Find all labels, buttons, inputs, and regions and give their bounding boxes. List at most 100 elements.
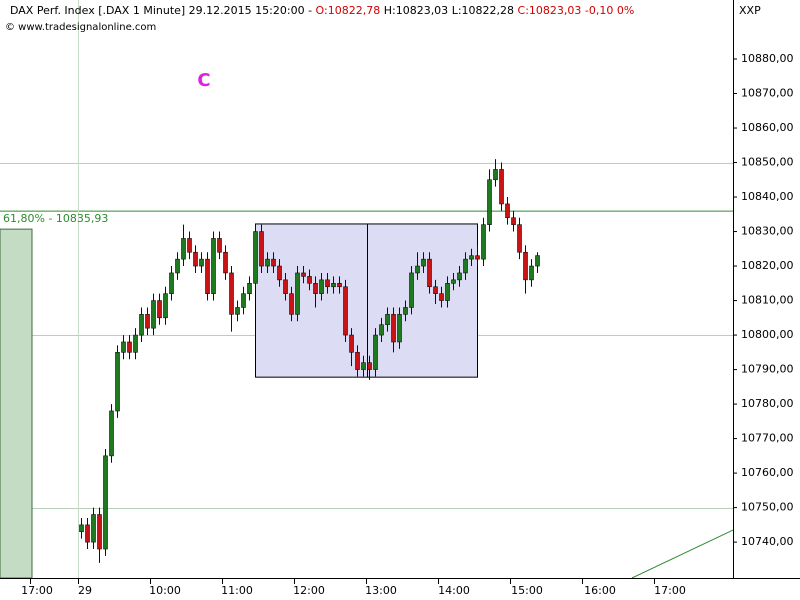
candle-body <box>193 251 198 267</box>
candle-body <box>151 300 156 329</box>
candle-body <box>457 272 462 281</box>
quote-high: H:10823,03 <box>384 4 448 17</box>
candle-body <box>115 352 120 412</box>
x-tick-label: 10:00 <box>149 584 181 597</box>
y-tick-label: 10860,00 <box>741 121 794 134</box>
candle-body <box>415 265 420 274</box>
candle-body <box>529 265 534 281</box>
y-tick-label: 10800,00 <box>741 328 794 341</box>
candle-body <box>91 514 96 543</box>
candle-body <box>427 258 432 288</box>
candle-body <box>445 283 450 301</box>
candle-body <box>475 255 480 260</box>
candle-body <box>463 258 468 274</box>
x-tick-label: 11:00 <box>221 584 253 597</box>
y-tick-label: 10870,00 <box>741 87 794 100</box>
candle-body <box>247 283 252 294</box>
candle-body <box>229 272 234 315</box>
candle-body <box>469 255 474 260</box>
x-tick-label: 12:00 <box>293 584 325 597</box>
candle-body <box>481 224 486 260</box>
range-box <box>255 223 478 378</box>
candle-body <box>451 279 456 284</box>
candle-body <box>271 258 276 267</box>
candle-body <box>127 341 132 353</box>
candle-body <box>511 217 516 225</box>
candle-body <box>409 272 414 308</box>
header-title: DAX Perf. Index [.DAX 1 Minute] 29.12.20… <box>10 4 312 17</box>
candle-body <box>331 283 336 288</box>
candle-body <box>499 169 504 205</box>
y-tick-label: 10790,00 <box>741 363 794 376</box>
candle-body <box>295 272 300 315</box>
candle-body <box>259 231 264 267</box>
candle-body <box>121 341 126 353</box>
candle-body <box>385 314 390 326</box>
y-tick-label: 10760,00 <box>741 466 794 479</box>
candle-body <box>349 334 354 353</box>
x-tick-label: 13:00 <box>365 584 397 597</box>
candle-body <box>109 410 114 457</box>
y-tick-label: 10750,00 <box>741 501 794 514</box>
candle-body <box>175 258 180 274</box>
candle-body <box>403 307 408 315</box>
x-tick-label: 14:00 <box>438 584 470 597</box>
candle-body <box>187 238 192 253</box>
candle-body <box>277 265 282 281</box>
candle-body <box>433 286 438 294</box>
x-tick-label: 17:00 <box>654 584 686 597</box>
source: © www.tradesignalonline.com <box>5 22 156 33</box>
y-tick-label: 10810,00 <box>741 294 794 307</box>
candle-body <box>133 334 138 353</box>
candle-body <box>241 293 246 308</box>
candle-body <box>163 293 168 319</box>
x-tick-label: 16:00 <box>584 584 616 597</box>
candle-body <box>223 251 228 274</box>
candle-body <box>355 352 360 370</box>
candle-body <box>97 514 102 550</box>
y-tick-label: 10830,00 <box>741 225 794 238</box>
candle-body <box>319 279 324 294</box>
candle-body <box>169 272 174 294</box>
candle-body <box>487 179 492 225</box>
candle-body <box>145 314 150 329</box>
candle-body <box>307 276 312 284</box>
candle-body <box>283 279 288 294</box>
candle-body <box>211 238 216 294</box>
y-tick-label: 10880,00 <box>741 52 794 65</box>
candle-body <box>79 524 84 533</box>
candle-body <box>205 258 210 294</box>
candle-body <box>439 293 444 301</box>
y-tick-label: 10740,00 <box>741 535 794 548</box>
candle-body <box>235 307 240 315</box>
candle-body <box>517 224 522 253</box>
candle-body <box>523 251 528 281</box>
candle-body <box>391 314 396 343</box>
trendline <box>631 529 734 579</box>
x-tick-label: 15:00 <box>511 584 543 597</box>
candle-body <box>505 203 510 219</box>
candle-body <box>379 324 384 336</box>
quote-close: C:10823,03 -0,10 0% <box>518 4 635 17</box>
candle-body <box>535 255 540 267</box>
candle-body <box>139 314 144 336</box>
y-tick-label: 10840,00 <box>741 190 794 203</box>
candle-body <box>199 258 204 267</box>
candle-body <box>103 455 108 550</box>
x-tick-label: 29 <box>78 584 92 597</box>
candle-body <box>361 362 366 370</box>
quote-open: O:10822,78 <box>316 4 381 17</box>
candle-body <box>343 286 348 336</box>
candle-body <box>337 283 342 288</box>
candle-body <box>493 169 498 181</box>
candle-body <box>181 238 186 260</box>
candle-body <box>289 293 294 315</box>
symbol: XXP <box>739 4 761 17</box>
candle-body <box>301 272 306 277</box>
y-tick-label: 10850,00 <box>741 156 794 169</box>
candle-body <box>253 231 258 284</box>
candle-body <box>157 300 162 319</box>
candle-body <box>265 258 270 267</box>
candle-body <box>421 258 426 267</box>
